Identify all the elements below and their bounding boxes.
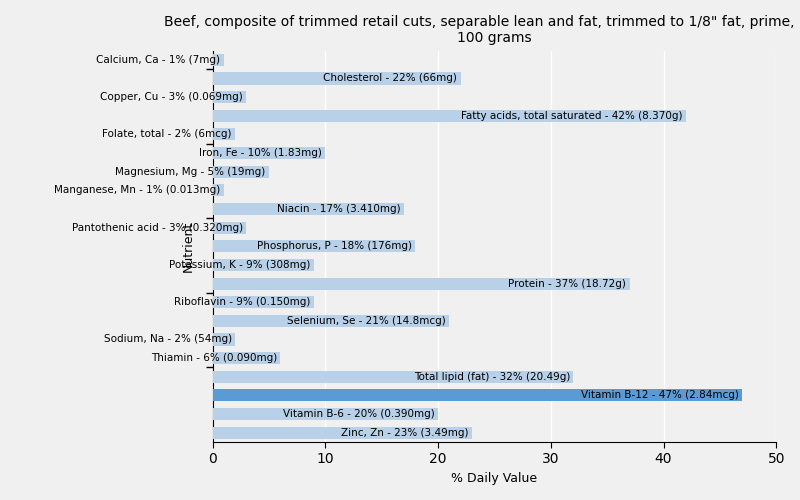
Bar [213, 315, 450, 327]
Bar [213, 296, 314, 308]
Bar [213, 166, 269, 178]
Bar [213, 370, 574, 383]
Bar [213, 72, 461, 85]
Text: Fatty acids, total saturated - 42% (8.370g): Fatty acids, total saturated - 42% (8.37… [461, 111, 682, 121]
Bar [213, 240, 415, 252]
Text: Selenium, Se - 21% (14.8mcg): Selenium, Se - 21% (14.8mcg) [287, 316, 446, 326]
Bar [213, 408, 438, 420]
Text: Potassium, K - 9% (308mg): Potassium, K - 9% (308mg) [170, 260, 310, 270]
Text: Vitamin B-6 - 20% (0.390mg): Vitamin B-6 - 20% (0.390mg) [283, 409, 434, 419]
Text: Copper, Cu - 3% (0.069mg): Copper, Cu - 3% (0.069mg) [100, 92, 243, 102]
Title: Beef, composite of trimmed retail cuts, separable lean and fat, trimmed to 1/8" : Beef, composite of trimmed retail cuts, … [164, 15, 800, 45]
Bar [213, 147, 326, 159]
Text: Calcium, Ca - 1% (7mg): Calcium, Ca - 1% (7mg) [97, 55, 221, 65]
Bar [213, 334, 235, 345]
Text: Total lipid (fat) - 32% (20.49g): Total lipid (fat) - 32% (20.49g) [414, 372, 570, 382]
Bar [213, 352, 280, 364]
Bar [213, 184, 224, 196]
Bar [213, 390, 742, 402]
Bar [213, 259, 314, 271]
Bar [213, 203, 404, 215]
Text: Pantothenic acid - 3% (0.320mg): Pantothenic acid - 3% (0.320mg) [72, 222, 243, 232]
Text: Iron, Fe - 10% (1.83mg): Iron, Fe - 10% (1.83mg) [199, 148, 322, 158]
Text: Zinc, Zn - 23% (3.49mg): Zinc, Zn - 23% (3.49mg) [341, 428, 469, 438]
Text: Cholesterol - 22% (66mg): Cholesterol - 22% (66mg) [323, 74, 458, 84]
Text: Niacin - 17% (3.410mg): Niacin - 17% (3.410mg) [278, 204, 401, 214]
Bar [213, 426, 472, 439]
X-axis label: % Daily Value: % Daily Value [451, 472, 538, 485]
Text: Phosphorus, P - 18% (176mg): Phosphorus, P - 18% (176mg) [257, 242, 412, 252]
Bar [213, 110, 686, 122]
Text: Thiamin - 6% (0.090mg): Thiamin - 6% (0.090mg) [150, 353, 277, 363]
Bar [213, 91, 246, 103]
Text: Magnesium, Mg - 5% (19mg): Magnesium, Mg - 5% (19mg) [115, 166, 266, 176]
Text: Vitamin B-12 - 47% (2.84mcg): Vitamin B-12 - 47% (2.84mcg) [581, 390, 739, 400]
Y-axis label: Nutrient: Nutrient [182, 220, 195, 272]
Text: Sodium, Na - 2% (54mg): Sodium, Na - 2% (54mg) [104, 334, 232, 344]
Bar [213, 278, 630, 289]
Text: Riboflavin - 9% (0.150mg): Riboflavin - 9% (0.150mg) [174, 297, 310, 307]
Text: Manganese, Mn - 1% (0.013mg): Manganese, Mn - 1% (0.013mg) [54, 186, 221, 196]
Text: Protein - 37% (18.72g): Protein - 37% (18.72g) [509, 278, 626, 288]
Text: Folate, total - 2% (6mcg): Folate, total - 2% (6mcg) [102, 130, 232, 140]
Bar [213, 222, 246, 234]
Bar [213, 128, 235, 140]
Bar [213, 54, 224, 66]
